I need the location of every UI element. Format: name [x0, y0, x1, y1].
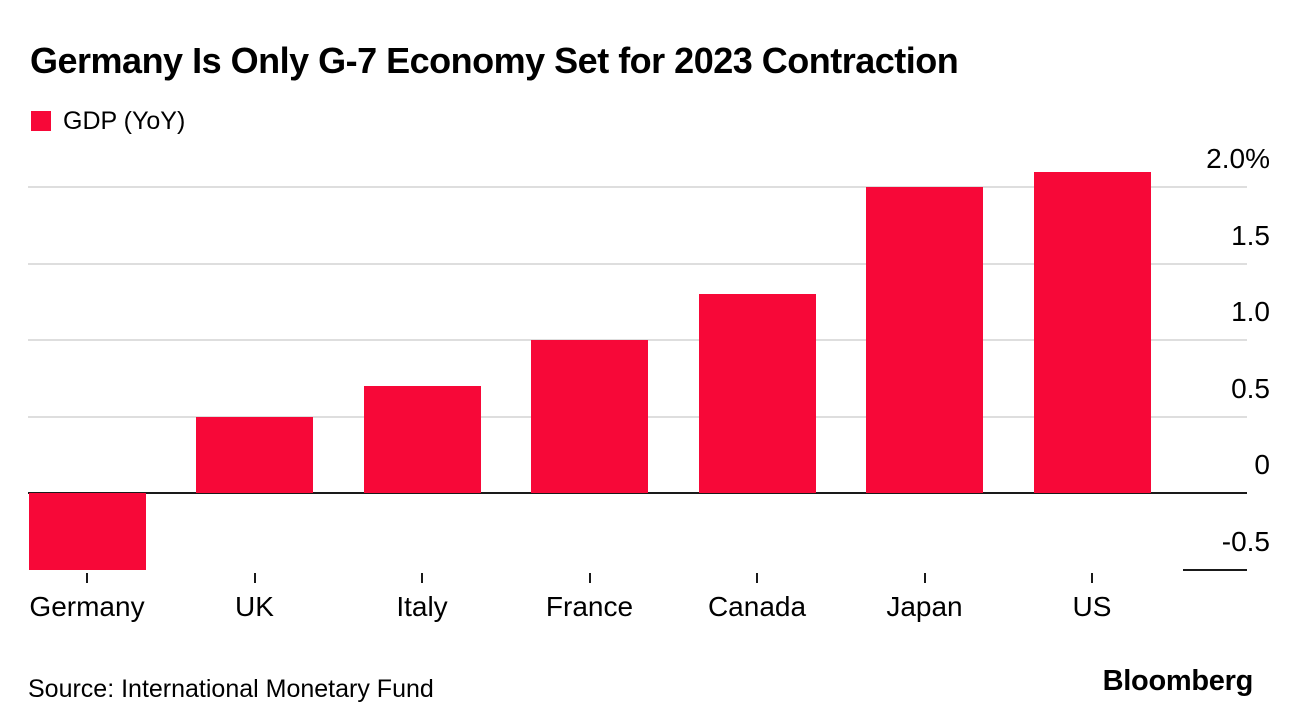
x-axis-tick-italy [421, 573, 423, 583]
x-axis-tick-canada [756, 573, 758, 583]
bar-japan [866, 187, 983, 493]
y-axis-label--0.5: -0.5 [1221, 525, 1270, 557]
legend-swatch-icon [31, 111, 51, 131]
x-axis-tick-japan [923, 573, 926, 583]
gridline-2.0% [28, 186, 1247, 188]
bar-canada [698, 294, 816, 493]
y-axis-label-2.0%: 2.0% [1206, 143, 1270, 174]
x-axis-label-italy: Italy [396, 591, 448, 622]
x-axis-label-uk: UK [235, 591, 274, 622]
bloomberg-logo: Bloomberg [1102, 665, 1254, 697]
x-axis-tick-us [1091, 573, 1093, 583]
bar-italy [363, 385, 481, 493]
x-axis-label-germany: Germany [29, 591, 145, 622]
bar-germany [28, 493, 146, 570]
chart-title: Germany Is Only G-7 Economy Set for 2023… [30, 40, 959, 81]
bar-france [531, 340, 648, 493]
bar-uk [196, 416, 313, 493]
x-axis-label-france: France [545, 591, 634, 622]
gridline-1.5 [28, 262, 1247, 265]
gridline--0.5 [1183, 568, 1247, 571]
source-note: Source: International Monetary Fund [28, 675, 434, 703]
x-axis-tick-uk [253, 573, 256, 583]
x-axis-tick-france [588, 573, 591, 583]
legend: GDP (YoY) [31, 108, 185, 134]
x-axis-label-japan: Japan [886, 591, 963, 622]
x-axis-tick-germany [86, 573, 88, 583]
x-axis-label-us: US [1072, 591, 1112, 622]
y-axis-label-1.5: 1.5 [1231, 219, 1270, 251]
x-axis-label-canada: Canada [707, 591, 807, 622]
legend-label: GDP (YoY) [63, 107, 186, 135]
y-axis-label-0.5: 0.5 [1231, 372, 1270, 404]
zero-baseline [28, 492, 1247, 494]
y-axis-label-1.0: 1.0 [1231, 296, 1270, 327]
bar-us [1033, 171, 1151, 493]
y-axis-label-0: 0 [1254, 449, 1270, 480]
